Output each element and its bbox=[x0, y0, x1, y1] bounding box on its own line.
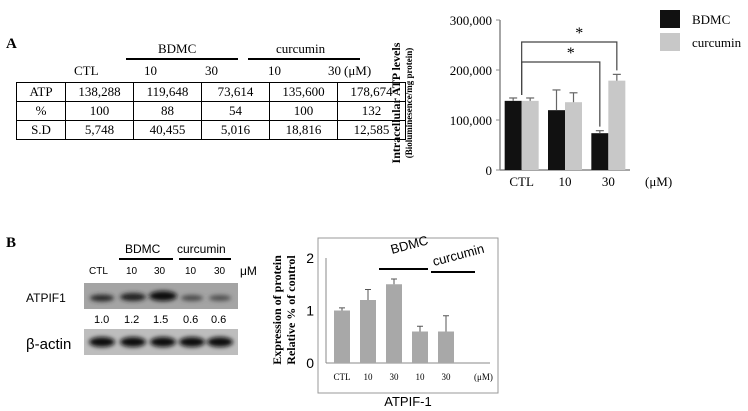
table-bdmc-bracket bbox=[126, 58, 238, 60]
row-label: ATP bbox=[16, 82, 66, 102]
atp-bar-curcumin bbox=[565, 102, 582, 170]
blot-lane-cur-30: 30 bbox=[214, 266, 226, 277]
table-col-bdmc-30: 30 bbox=[205, 63, 218, 78]
table-cell: 100 bbox=[269, 101, 338, 121]
table-cell: 12,585 bbox=[337, 120, 406, 140]
blot-unit: μM bbox=[240, 264, 257, 278]
significance-star: * bbox=[567, 45, 575, 62]
atpif1-group-curcumin: curcumin bbox=[431, 241, 486, 269]
atp-y-tick-label: 100,000 bbox=[450, 113, 492, 128]
atpif1-xlabel: ATPIF-1 bbox=[384, 394, 431, 409]
table-group-curcumin: curcumin bbox=[276, 41, 326, 56]
atpif1-x-tick-label: CTL bbox=[334, 372, 351, 382]
atp-x-tick-label: 10 bbox=[559, 174, 572, 189]
blot-quant-ctl: 1.0 bbox=[94, 314, 110, 326]
blot-group-curcumin: curcumin bbox=[177, 242, 226, 256]
significance-star: * bbox=[575, 25, 583, 42]
atp-y-tick-label: 0 bbox=[486, 163, 493, 178]
atpif1-bar bbox=[334, 310, 350, 363]
table-cell: 5,748 bbox=[65, 120, 134, 140]
atp-y-tick-label: 300,000 bbox=[450, 13, 492, 28]
panel-b-label: B bbox=[6, 235, 17, 251]
legend-label-bdmc: BDMC bbox=[692, 12, 730, 27]
atpif1-bar bbox=[360, 300, 376, 363]
atpif1-x-tick-label: 30 bbox=[442, 372, 452, 382]
atp-xunit: (μM) bbox=[645, 174, 672, 189]
blot-lane-ctl: CTL bbox=[89, 266, 108, 277]
atp-bar-curcumin bbox=[521, 100, 539, 170]
table-cell: 54 bbox=[201, 101, 270, 121]
atpif1-y-tick-label: 2 bbox=[306, 250, 314, 266]
blot-bdmc-bracket bbox=[119, 258, 173, 260]
atp-bar-bdmc bbox=[548, 110, 565, 170]
western-blot-image bbox=[84, 283, 238, 355]
table-row: % 100 88 54 100 132 bbox=[16, 101, 406, 121]
blot-quant-bdmc-10: 1.2 bbox=[124, 314, 140, 326]
atpif1-bar bbox=[412, 331, 428, 363]
atpif1-xunit: (μM) bbox=[474, 372, 493, 382]
table-cell: 138,288 bbox=[65, 82, 134, 102]
atpif1-x-tick-label: 10 bbox=[416, 372, 426, 382]
atp-ylabel-line2: (Bioluminesence/mg protein) bbox=[404, 48, 414, 159]
atp-bar-bdmc bbox=[591, 133, 609, 170]
atp-bar-curcumin bbox=[608, 80, 626, 170]
atp-bar-bdmc bbox=[504, 100, 522, 170]
atpif1-chart: 0 1 2 CTL 10 30 10 30 Expression of protein Rel… bbox=[270, 233, 499, 409]
atpif1-group-bdmc: BDMC bbox=[389, 233, 430, 257]
legend-swatch-curcumin bbox=[660, 33, 680, 51]
table-col-cur-30: 30 bbox=[328, 63, 341, 78]
table-curcumin-bracket bbox=[248, 58, 360, 60]
atpif1-x-tick-label: 10 bbox=[364, 372, 374, 382]
table-col-bdmc-10: 10 bbox=[144, 63, 157, 78]
table-col-cur-10: 10 bbox=[268, 63, 281, 78]
atp-x-tick-label: 30 bbox=[602, 174, 615, 189]
atpif1-y-tick-label: 0 bbox=[306, 355, 314, 371]
table-cell: 100 bbox=[65, 101, 134, 121]
legend-swatch-bdmc bbox=[660, 10, 680, 28]
blot-quant-bdmc-30: 1.5 bbox=[153, 314, 169, 326]
atp-table: ATP 138,288 119,648 73,614 135,600 178,6… bbox=[16, 82, 406, 140]
atpif1-bar bbox=[386, 284, 402, 363]
atpif1-plot-frame bbox=[317, 237, 499, 394]
blot-group-bdmc: BDMC bbox=[125, 242, 161, 256]
table-cell: 73,614 bbox=[201, 82, 270, 102]
table-cell: 40,455 bbox=[133, 120, 202, 140]
table-group-bdmc: BDMC bbox=[158, 41, 197, 56]
table-row: S.D 5,748 40,455 5,016 18,816 12,585 bbox=[16, 120, 406, 140]
atp-y-tick-label: 200,000 bbox=[450, 63, 492, 78]
blot-quant-cur-10: 0.6 bbox=[183, 314, 199, 326]
table-unit: (μM) bbox=[344, 63, 372, 78]
atp-x-tick-label: CTL bbox=[509, 174, 534, 189]
blot-protein-atpif1: ATPIF1 bbox=[26, 291, 66, 305]
row-label: % bbox=[16, 101, 66, 121]
table-cell: 88 bbox=[133, 101, 202, 121]
blot-curcumin-bracket bbox=[179, 258, 231, 260]
atp-chart: 0 100,000 200,000 300,000 CTL 10 30 ** Intracel… bbox=[389, 10, 742, 189]
legend-label-curcumin: curcumin bbox=[692, 35, 742, 50]
table-cell: 5,016 bbox=[201, 120, 270, 140]
atpif1-x-tick-label: 30 bbox=[390, 372, 400, 382]
blot-protein-actin: β-actin bbox=[26, 336, 72, 353]
atpif1-y-tick-label: 1 bbox=[306, 303, 314, 319]
blot-lane-bdmc-10: 10 bbox=[126, 266, 138, 277]
table-cell: 18,816 bbox=[269, 120, 338, 140]
atpif1-ylabel-line1: Expression of protein bbox=[270, 255, 284, 365]
atpif1-ylabel-line2: Relative % of control bbox=[284, 255, 298, 365]
table-cell: 135,600 bbox=[269, 82, 338, 102]
significance-bracket bbox=[521, 61, 601, 127]
table-cell: 119,648 bbox=[133, 82, 202, 102]
blot-lane-cur-10: 10 bbox=[185, 266, 197, 277]
blot-quant-cur-30: 0.6 bbox=[211, 314, 227, 326]
atpif1-bar bbox=[438, 331, 454, 363]
table-col-ctl: CTL bbox=[74, 63, 99, 78]
table-row: ATP 138,288 119,648 73,614 135,600 178,6… bbox=[16, 82, 406, 102]
row-label: S.D bbox=[16, 120, 66, 140]
panel-a-label: A bbox=[6, 36, 17, 52]
atp-ylabel-line1: Intracellular ATP levels bbox=[389, 42, 403, 163]
blot-lane-bdmc-30: 30 bbox=[154, 266, 166, 277]
